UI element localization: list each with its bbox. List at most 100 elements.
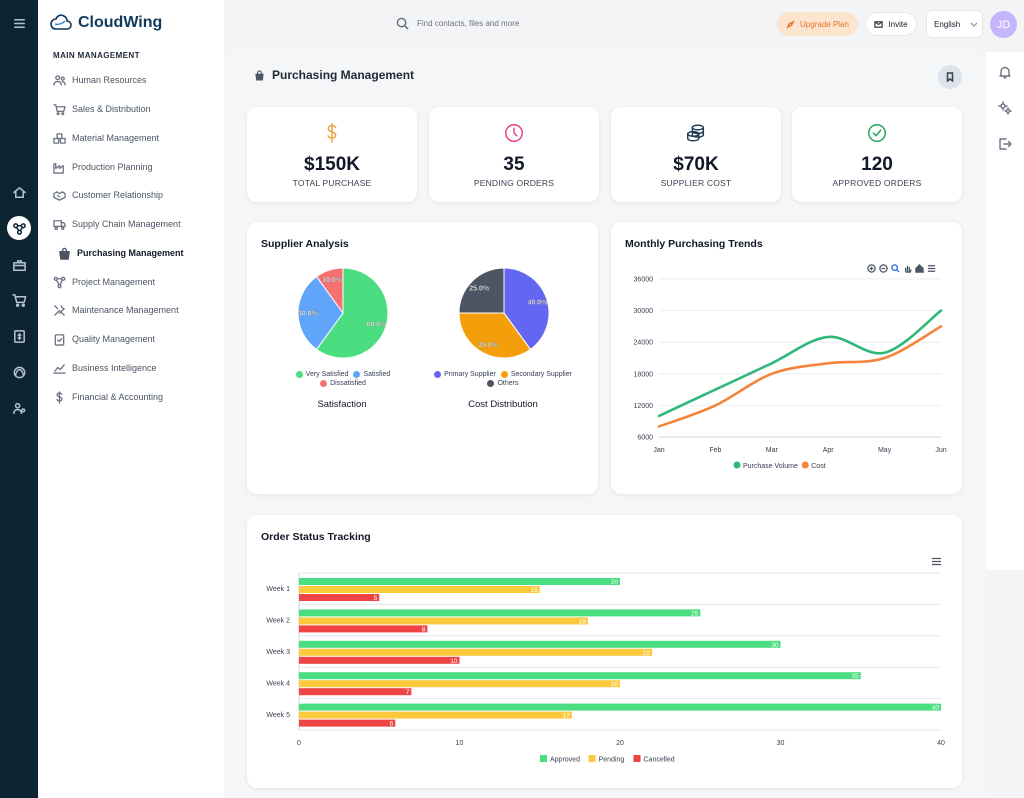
y-tick-label: 6000: [637, 435, 653, 442]
logout-icon[interactable]: [998, 137, 1012, 151]
legend-label[interactable]: Approved: [550, 757, 580, 764]
reset-home-icon[interactable]: [915, 264, 924, 273]
legend-swatch: [487, 380, 495, 387]
modules-icon[interactable]: [7, 216, 31, 240]
legend-item[interactable]: Others: [487, 380, 519, 387]
sidebar-item-project-management[interactable]: Project Management: [53, 272, 223, 292]
boxes-icon: [53, 132, 66, 144]
sidebar-item-purchasing-management[interactable]: Purchasing Management: [58, 243, 228, 263]
pie-slice[interactable]: [297, 275, 344, 351]
language-select[interactable]: English: [926, 10, 983, 38]
team-settings-icon[interactable]: [7, 396, 31, 420]
legend-label[interactable]: Cancelled: [644, 757, 675, 764]
legend-label[interactable]: Pending: [599, 757, 625, 764]
bar[interactable]: [299, 640, 781, 648]
zoom-in-icon[interactable]: [867, 264, 876, 273]
pie-slice[interactable]: [315, 267, 344, 315]
bar[interactable]: [299, 719, 396, 727]
app-logo[interactable]: CloudWing: [48, 12, 162, 34]
cart-icon[interactable]: [7, 288, 31, 312]
search-input[interactable]: [417, 19, 597, 28]
x-tick-label: 30: [777, 740, 785, 747]
bar[interactable]: [299, 688, 412, 696]
bar[interactable]: [299, 586, 540, 593]
bar[interactable]: [299, 625, 428, 633]
series-line[interactable]: [657, 325, 943, 428]
inventory-icon[interactable]: [7, 253, 31, 277]
sidebar-item-financial-accounting[interactable]: Financial & Accounting: [53, 387, 223, 407]
sidebar-item-label: Supply Chain Management: [72, 219, 181, 229]
search-icon: [396, 17, 409, 30]
bag-icon: [59, 247, 70, 260]
bell-icon[interactable]: [998, 65, 1012, 79]
sidebar-item-material-management[interactable]: Material Management: [53, 128, 223, 148]
bar-data-label: 25: [691, 610, 699, 617]
bar[interactable]: [299, 609, 701, 617]
sidebar-item-label: Project Management: [72, 277, 156, 287]
pan-hand-icon[interactable]: [903, 264, 912, 273]
pie-data-label: 35.0%: [478, 342, 499, 349]
bar[interactable]: [299, 656, 460, 664]
bar-data-label: 7: [406, 689, 410, 696]
pie-slice[interactable]: [315, 267, 389, 359]
menu-icon[interactable]: [7, 11, 31, 35]
pie-slice[interactable]: [458, 312, 532, 359]
sidebar-item-supply-chain[interactable]: Supply Chain Management: [53, 214, 223, 234]
bar-data-label: 6: [390, 721, 394, 728]
chart-menu-icon[interactable]: [927, 264, 936, 273]
x-tick-label: Mar: [766, 447, 779, 454]
home-icon[interactable]: [7, 180, 31, 204]
sidebar-item-business-intelligence[interactable]: Business Intelligence: [53, 358, 223, 378]
sidebar-item-production-planning[interactable]: Production Planning: [53, 157, 223, 177]
bar[interactable]: [299, 648, 653, 656]
bar[interactable]: [299, 617, 588, 625]
chart-toolbar: [867, 264, 936, 273]
bar[interactable]: [299, 711, 572, 719]
sidebar-item-label: Production Planning: [72, 162, 153, 172]
bar[interactable]: [299, 594, 380, 601]
bar[interactable]: [299, 680, 620, 688]
bar[interactable]: [299, 703, 941, 711]
legend-item[interactable]: Secondary Supplier: [500, 371, 572, 378]
legend-label[interactable]: Purchase Volume: [743, 463, 798, 470]
stat-value: $150K: [304, 154, 360, 175]
cost-distribution-pie-chart: 40.0% 35.0% 25.0%: [458, 267, 550, 359]
invoice-icon[interactable]: [7, 324, 31, 348]
sidebar-item-label: Sales & Distribution: [72, 104, 151, 114]
pie-data-label: 25.0%: [469, 286, 490, 293]
x-tick-label: 0: [297, 740, 301, 747]
series-line[interactable]: [657, 309, 943, 418]
legend-item[interactable]: Primary Supplier: [434, 371, 496, 378]
settings-icon[interactable]: [998, 101, 1012, 115]
sidebar-item-human-resources[interactable]: Human Resources: [53, 70, 223, 90]
pie-slice[interactable]: [503, 267, 550, 351]
zoom-out-icon[interactable]: [879, 264, 888, 273]
support-icon[interactable]: [7, 360, 31, 384]
avatar[interactable]: JD: [990, 11, 1017, 38]
legend-item[interactable]: Very Satisfied: [295, 371, 348, 378]
sidebar-item-customer-relationship[interactable]: Customer Relationship: [53, 185, 223, 205]
sidebar-item-quality-management[interactable]: Quality Management: [53, 329, 223, 349]
search-bar[interactable]: [386, 10, 614, 37]
legend-item[interactable]: Dissatisfied: [320, 380, 366, 387]
bookmark-button[interactable]: [938, 65, 962, 89]
legend-item[interactable]: Satisfied: [353, 371, 390, 378]
upgrade-plan-button[interactable]: Upgrade Plan: [777, 12, 858, 36]
stat-value: 35: [503, 154, 525, 175]
chevron-down-icon: [970, 22, 978, 27]
magnifier-icon[interactable]: [891, 264, 900, 273]
satisfaction-pie-chart: 60.0% 30.0% 10.0%: [297, 267, 389, 359]
chart-menu-icon[interactable]: [931, 557, 942, 566]
pie-slice[interactable]: [458, 267, 505, 314]
project-icon: [53, 276, 66, 288]
bar-data-label: 22: [643, 650, 651, 657]
bar[interactable]: [299, 578, 620, 585]
legend-label[interactable]: Cost: [811, 463, 825, 470]
language-value: English: [934, 19, 961, 29]
rocket-icon: [786, 19, 795, 29]
sidebar-item-maintenance-management[interactable]: Maintenance Management: [53, 300, 223, 320]
sidebar-item-sales-distribution[interactable]: Sales & Distribution: [53, 99, 223, 119]
invite-button[interactable]: Invite: [865, 12, 917, 36]
stat-card-total-purchase: $150K TOTAL PURCHASE: [247, 107, 417, 202]
bar[interactable]: [299, 672, 861, 680]
